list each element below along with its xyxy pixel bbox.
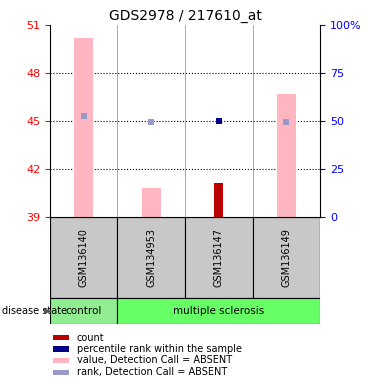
Bar — [50, 298, 118, 324]
Bar — [118, 217, 185, 298]
Text: count: count — [77, 333, 105, 343]
Bar — [118, 298, 320, 324]
Text: GSM136147: GSM136147 — [214, 228, 224, 287]
Text: rank, Detection Call = ABSENT: rank, Detection Call = ABSENT — [77, 367, 227, 377]
Bar — [50, 217, 118, 298]
Text: GSM134953: GSM134953 — [146, 228, 156, 287]
Text: GSM136140: GSM136140 — [79, 228, 89, 287]
Text: multiple sclerosis: multiple sclerosis — [173, 306, 265, 316]
Bar — [53, 335, 69, 340]
Bar — [185, 217, 253, 298]
Title: GDS2978 / 217610_at: GDS2978 / 217610_at — [108, 8, 262, 23]
Bar — [74, 38, 93, 217]
Bar — [142, 188, 161, 217]
Bar — [277, 94, 296, 217]
Text: GSM136149: GSM136149 — [281, 228, 291, 287]
Bar — [53, 370, 69, 375]
Text: disease state: disease state — [2, 306, 67, 316]
Text: control: control — [65, 306, 102, 316]
Text: percentile rank within the sample: percentile rank within the sample — [77, 344, 242, 354]
Bar — [253, 217, 320, 298]
Bar — [214, 184, 223, 217]
Bar — [53, 358, 69, 363]
Bar — [53, 346, 69, 352]
Text: value, Detection Call = ABSENT: value, Detection Call = ABSENT — [77, 356, 232, 366]
Text: ►: ► — [44, 306, 52, 316]
